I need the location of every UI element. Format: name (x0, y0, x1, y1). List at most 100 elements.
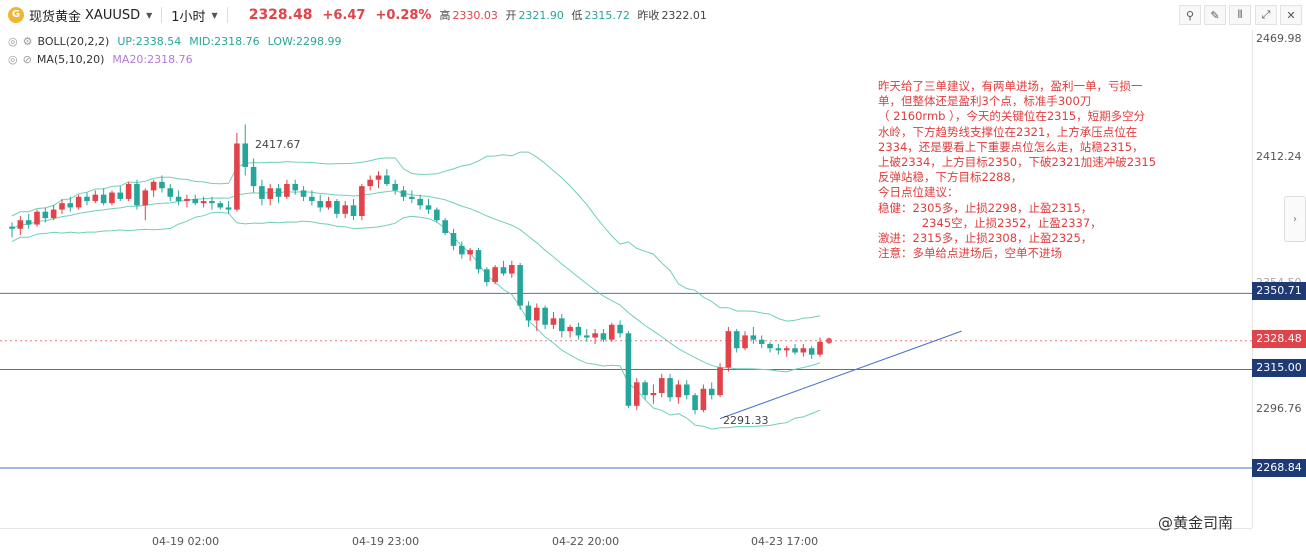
candle-body (484, 269, 490, 283)
candle-body (175, 196, 182, 202)
candle-body (67, 203, 74, 208)
candle-body (675, 384, 682, 398)
candle-body (775, 348, 782, 351)
boll-name: BOLL(20,2,2) (37, 35, 110, 48)
candle-body (242, 143, 249, 167)
gold-logo-icon: G (8, 7, 24, 23)
candle-body (142, 190, 149, 206)
candle-body (558, 318, 565, 332)
candle-body (475, 250, 482, 270)
candle-body (209, 201, 215, 204)
candle-body (159, 181, 165, 189)
candle-body (434, 209, 440, 221)
candle-body (217, 203, 224, 208)
candle-body (250, 166, 257, 187)
candle-body (575, 326, 582, 336)
candle-body (592, 333, 598, 338)
chart-toolbar-left: ⚲ ✎ ⫴ (1176, 5, 1251, 25)
prev-close-label: 昨收 (637, 9, 660, 22)
chevron-down-icon[interactable]: ▼ (146, 10, 153, 20)
candle-body (50, 209, 57, 219)
layout-icon[interactable]: ⫴ (1229, 5, 1251, 25)
candle-body (42, 211, 49, 219)
time-axis[interactable] (0, 528, 1252, 557)
chart-header: G 现货黄金 XAUUSD ▼ 1小时 ▼ 2328.48 +6.47 +0.2… (0, 0, 1306, 30)
price-tick: 2469.98 (1256, 32, 1302, 45)
low-value: 2315.72 (584, 9, 630, 22)
candle-body (359, 186, 365, 216)
candle-body (342, 205, 348, 214)
chevron-down-icon[interactable]: ▼ (211, 10, 218, 20)
ma-name: MA(5,10,20) (36, 53, 105, 66)
support-trendline (719, 330, 962, 420)
candle-body (75, 196, 82, 208)
candle-body (567, 326, 573, 332)
candle-body (300, 190, 307, 197)
price-change: +6.47 (322, 7, 366, 23)
close-icon[interactable]: ✕ (1280, 5, 1302, 25)
candle-body (442, 220, 448, 234)
chart-toolbar-right: ⤢ ✕ (1252, 5, 1302, 25)
symbol[interactable]: XAUUSD (85, 7, 141, 23)
candle-body (25, 220, 32, 225)
candle-body (783, 348, 790, 351)
price-axis[interactable] (1252, 30, 1306, 528)
time-tick: 04-19 02:00 (152, 535, 220, 548)
candle-body (34, 211, 40, 225)
candle-body (808, 348, 815, 355)
candle-body (92, 194, 99, 202)
visibility-icon[interactable]: ◎ (8, 35, 18, 48)
boll-low: LOW:2298.99 (267, 35, 342, 48)
candle-body (292, 183, 299, 191)
boll-mid: MID:2318.76 (189, 35, 260, 48)
price-tick: 2296.76 (1256, 402, 1302, 415)
candle-body (334, 201, 340, 214)
candle-body (467, 250, 473, 255)
candle-body (275, 188, 282, 197)
candle-body (733, 331, 740, 349)
boll-upper-line (11, 151, 821, 322)
candle-body (109, 192, 115, 204)
candle-body (417, 198, 423, 206)
candle-body (59, 203, 65, 210)
draw-icon[interactable]: ✎ (1204, 5, 1226, 25)
candle-body (200, 201, 207, 204)
level-tag-2315: 2315.00 (1252, 359, 1306, 377)
candle-body (375, 175, 382, 180)
scroll-right-button[interactable]: › (1284, 196, 1306, 242)
candle-body (100, 194, 107, 204)
instrument-name[interactable]: 现货黄金 (29, 9, 82, 25)
candle-body (742, 335, 748, 349)
candle-body (600, 333, 607, 340)
candle-body (459, 245, 465, 255)
candle-body (667, 378, 673, 398)
hidden-icon[interactable]: ⊘ (22, 53, 32, 66)
candle-body (9, 226, 15, 229)
interval-select[interactable]: 1小时 (171, 9, 206, 25)
candle-body (350, 205, 357, 216)
candle-body (117, 192, 124, 199)
candle-body (384, 175, 390, 184)
divider (226, 7, 228, 23)
candle-body (633, 382, 640, 406)
level-tag-2268: 2268.84 (1252, 459, 1306, 477)
peak-label: 2417.67 (255, 138, 301, 151)
indicator-icon[interactable]: ⚲ (1179, 5, 1201, 25)
divider (161, 7, 163, 23)
candle-body (608, 324, 615, 340)
boll-up: UP:2338.54 (117, 35, 182, 48)
candle-body (225, 207, 232, 210)
candlestick-chart[interactable] (0, 30, 1252, 528)
candle-body (650, 393, 657, 396)
candle-body (425, 205, 432, 210)
time-tick: 04-22 20:00 (552, 535, 620, 548)
candle-body (642, 382, 648, 396)
settings-icon[interactable]: ⚙ (22, 35, 33, 48)
candle-body (450, 233, 457, 246)
time-tick: 04-23 17:00 (751, 535, 819, 548)
candle-body (192, 198, 199, 204)
candle-body (708, 388, 715, 396)
boll-mid-line (11, 190, 821, 373)
visibility-icon[interactable]: ◎ (8, 53, 18, 66)
fullscreen-icon[interactable]: ⤢ (1255, 5, 1277, 25)
